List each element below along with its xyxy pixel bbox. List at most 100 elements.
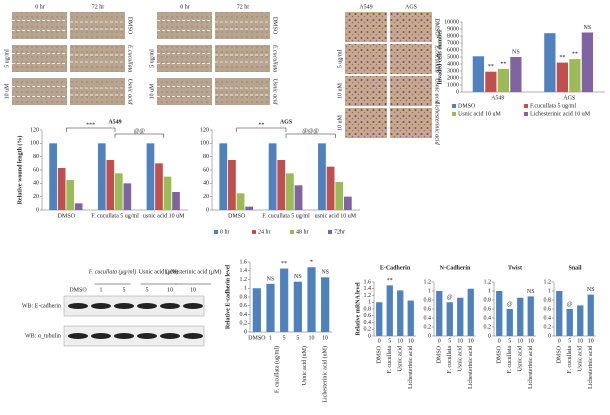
y-tick-label: 0 bbox=[488, 333, 491, 339]
y-axis-title: Relative wound length (%) bbox=[16, 136, 23, 205]
micrograph bbox=[12, 45, 67, 72]
bar bbox=[245, 206, 254, 210]
x-tick-label: Lichesterinic acid bbox=[528, 346, 534, 389]
bar bbox=[544, 33, 556, 92]
y-tick-label: 0 bbox=[456, 89, 459, 95]
significance: NS bbox=[587, 287, 595, 293]
significance: @@@ bbox=[302, 128, 319, 134]
y-tick-label: 0.2 bbox=[240, 321, 248, 327]
y-tick-label: 0 bbox=[368, 333, 371, 339]
chart-title: Twist bbox=[508, 265, 522, 271]
y-tick-label: 0.8 bbox=[544, 297, 552, 303]
dose-label: 0 bbox=[438, 338, 441, 344]
significance: NS bbox=[584, 25, 592, 31]
dose-label: 5 ug/ml bbox=[4, 49, 10, 68]
y-tick-label: 120 bbox=[30, 127, 39, 133]
y-tick-label: 0 bbox=[244, 329, 247, 335]
group-label: Lichesterinic acid (μM) bbox=[165, 268, 222, 275]
y-tick-label: 0 bbox=[548, 333, 551, 339]
y-tick-label: 1.2 bbox=[484, 279, 492, 285]
y-tick-label: 40 bbox=[33, 181, 39, 187]
y-tick-label: 1000 bbox=[447, 82, 459, 88]
significance: @ bbox=[567, 301, 573, 307]
bar bbox=[457, 297, 464, 336]
band bbox=[160, 333, 180, 339]
bar bbox=[146, 143, 155, 210]
bar bbox=[335, 182, 344, 210]
legend-swatch bbox=[290, 230, 294, 234]
micrograph bbox=[215, 78, 270, 105]
band bbox=[160, 303, 180, 309]
y-tick-label: 100 bbox=[200, 141, 209, 147]
chart-title: Snail bbox=[568, 265, 581, 271]
legend-swatch bbox=[524, 112, 528, 116]
y-axis-title: Invaded cells number bbox=[437, 29, 443, 85]
y-tick-label: 1.6 bbox=[364, 279, 372, 285]
bar bbox=[587, 294, 594, 336]
x-tick-label: Usnic acid bbox=[518, 346, 524, 372]
y-tick-label: 60 bbox=[203, 167, 209, 173]
bar bbox=[397, 290, 404, 336]
y-tick-label: 0.4 bbox=[484, 315, 492, 321]
x-tick-label: F. cucullata 5 ug/ml bbox=[262, 213, 310, 219]
y-tick-label: 1 bbox=[244, 286, 247, 292]
y-tick-label: 0.2 bbox=[364, 327, 372, 333]
bar bbox=[510, 57, 522, 92]
y-tick-label: 120 bbox=[200, 127, 209, 133]
row-label: Usnic acid bbox=[272, 79, 278, 106]
micrograph bbox=[70, 45, 125, 72]
significance: ** bbox=[572, 51, 578, 57]
legend-label: 72hr bbox=[334, 229, 345, 235]
band bbox=[68, 333, 88, 339]
significance: *** bbox=[86, 122, 95, 128]
significance: NS bbox=[267, 276, 275, 282]
micrograph bbox=[157, 78, 212, 105]
x-tick-label: Usnic acid bbox=[458, 346, 464, 372]
dose-label: 5 bbox=[508, 338, 511, 344]
bar bbox=[228, 160, 236, 210]
bracket bbox=[114, 133, 164, 138]
bar bbox=[566, 309, 573, 336]
bar bbox=[407, 300, 414, 336]
y-tick-label: 0.6 bbox=[240, 303, 248, 309]
legend-swatch bbox=[252, 230, 256, 234]
y-tick-label: 20 bbox=[203, 194, 209, 200]
bracket bbox=[285, 133, 336, 138]
bar bbox=[307, 267, 316, 332]
y-tick-label: 10000 bbox=[444, 19, 459, 25]
y-tick-label: 1 bbox=[368, 300, 371, 306]
bar bbox=[252, 288, 261, 332]
x-tick-label: F. cucullata bbox=[567, 346, 573, 374]
y-tick-label: 3000 bbox=[447, 68, 459, 74]
micrograph bbox=[390, 44, 432, 74]
bar bbox=[66, 180, 74, 210]
chart-title: E-Cadherin bbox=[380, 265, 411, 271]
x-tick-label: 1 bbox=[269, 335, 272, 341]
y-tick-label: 9000 bbox=[447, 26, 459, 32]
y-tick-label: 1.2 bbox=[544, 279, 552, 285]
x-tick-label: DMSO bbox=[377, 345, 383, 363]
y-tick-label: 0.4 bbox=[424, 315, 432, 321]
y-tick-label: 7000 bbox=[447, 40, 459, 46]
dose-label: 0 bbox=[378, 338, 381, 344]
dose-label: 10 uM bbox=[4, 83, 10, 100]
y-tick-label: 1 bbox=[548, 288, 551, 294]
x-tick-label: DMSO bbox=[497, 345, 503, 363]
y-tick-label: 0.8 bbox=[424, 297, 432, 303]
column-label: 0 hr bbox=[180, 4, 190, 10]
x-tick-label: DMSO bbox=[437, 345, 443, 363]
micrograph bbox=[157, 45, 212, 72]
group-label: Lichesterinic acid (uM) bbox=[322, 346, 329, 403]
bar bbox=[467, 288, 474, 336]
legend-label: F.cucullata 5 ug/ml bbox=[530, 103, 576, 109]
bar bbox=[485, 71, 497, 92]
band bbox=[68, 303, 88, 309]
dose-label: 10 bbox=[457, 338, 463, 344]
y-tick-label: 80 bbox=[33, 154, 39, 160]
y-tick-label: 8000 bbox=[447, 33, 459, 39]
x-tick-label: DMSO bbox=[58, 213, 76, 219]
micrograph bbox=[70, 12, 125, 39]
dose-label: 10 uM bbox=[337, 82, 343, 99]
bar bbox=[293, 281, 302, 332]
